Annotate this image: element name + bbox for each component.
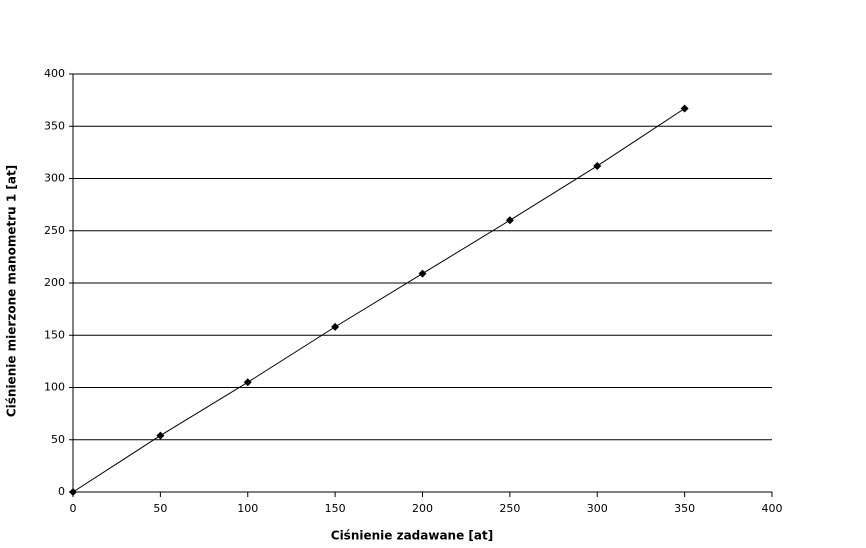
x-tick-label: 400 xyxy=(762,502,783,515)
data-point xyxy=(243,378,252,387)
x-tick-label: 150 xyxy=(325,502,346,515)
y-tick-label: 350 xyxy=(44,119,65,132)
y-tick-label: 200 xyxy=(44,276,65,289)
y-tick-label: 400 xyxy=(44,67,65,80)
x-tick-label: 100 xyxy=(237,502,258,515)
x-tick-label: 350 xyxy=(674,502,695,515)
data-point xyxy=(418,269,427,278)
data-point xyxy=(680,104,689,113)
y-tick-label: 100 xyxy=(44,381,65,394)
y-tick-label: 50 xyxy=(51,433,65,446)
x-tick-label: 0 xyxy=(70,502,77,515)
data-point xyxy=(331,322,340,331)
y-tick-label: 300 xyxy=(44,172,65,185)
data-point xyxy=(156,431,165,440)
x-axis-title: Ciśnienie zadawane [at] xyxy=(331,529,493,543)
x-tick-label: 250 xyxy=(499,502,520,515)
x-tick-label: 50 xyxy=(153,502,167,515)
y-tick-label: 150 xyxy=(44,328,65,341)
y-tick-label: 250 xyxy=(44,224,65,237)
series-line xyxy=(72,108,685,493)
x-tick-label: 300 xyxy=(587,502,608,515)
y-axis-title: Ciśnienie mierzone manometru 1 [at] xyxy=(5,165,19,417)
data-point xyxy=(69,488,77,496)
data-point xyxy=(593,161,602,170)
data-point xyxy=(505,216,514,225)
y-tick-label: 0 xyxy=(58,485,65,498)
x-tick-label: 200 xyxy=(412,502,433,515)
